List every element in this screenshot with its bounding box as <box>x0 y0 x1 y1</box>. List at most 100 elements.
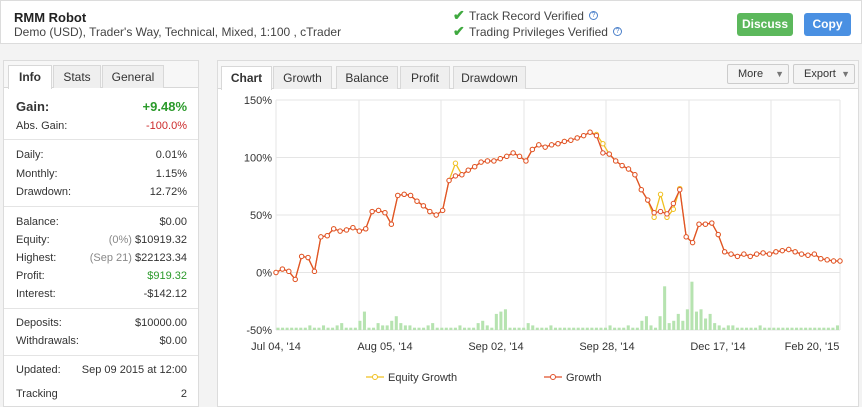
data-point[interactable] <box>568 137 574 143</box>
data-point[interactable] <box>504 153 510 160</box>
data-point[interactable] <box>747 253 753 260</box>
data-point[interactable] <box>683 234 689 240</box>
data-point[interactable] <box>657 191 664 198</box>
data-point[interactable] <box>369 208 375 215</box>
data-point[interactable] <box>452 160 459 166</box>
data-point[interactable] <box>830 258 837 264</box>
data-point[interactable] <box>452 173 459 179</box>
data-point[interactable] <box>632 172 638 178</box>
data-point[interactable] <box>356 228 363 234</box>
tab-chart[interactable]: Chart <box>221 66 272 90</box>
data-point[interactable] <box>600 141 606 147</box>
data-point[interactable] <box>798 251 805 257</box>
data-point[interactable] <box>818 256 824 262</box>
data-point[interactable] <box>766 251 773 257</box>
data-point[interactable] <box>657 208 664 215</box>
data-point[interactable] <box>497 155 504 162</box>
data-point[interactable] <box>286 268 292 275</box>
data-point[interactable] <box>670 206 677 212</box>
data-point[interactable] <box>375 207 382 214</box>
data-point[interactable] <box>330 226 337 232</box>
data-point[interactable] <box>465 167 471 173</box>
data-point[interactable] <box>555 141 561 147</box>
data-point[interactable] <box>510 150 516 156</box>
data-point[interactable] <box>638 187 645 193</box>
data-point[interactable] <box>298 253 305 260</box>
data-point[interactable] <box>689 239 696 246</box>
data-point[interactable] <box>645 197 651 203</box>
data-point[interactable] <box>363 226 369 232</box>
data-point[interactable] <box>516 153 523 160</box>
data-point[interactable] <box>536 142 542 148</box>
data-point[interactable] <box>786 246 792 253</box>
data-point[interactable] <box>773 249 779 255</box>
data-point[interactable] <box>420 203 427 209</box>
data-point[interactable] <box>491 158 497 164</box>
data-point[interactable] <box>414 198 420 204</box>
tab-general[interactable]: General <box>102 65 164 88</box>
data-point[interactable] <box>459 172 465 178</box>
data-point[interactable] <box>619 162 625 169</box>
tab-profit[interactable]: Profit <box>400 66 450 89</box>
data-point[interactable] <box>311 268 318 275</box>
data-point[interactable] <box>382 210 388 216</box>
data-point[interactable] <box>337 228 343 234</box>
legend-growth-label[interactable]: Growth <box>566 372 601 384</box>
copy-button[interactable]: Copy <box>804 13 851 36</box>
tab-balance[interactable]: Balance <box>336 66 398 89</box>
data-point[interactable] <box>471 164 478 170</box>
data-point[interactable] <box>651 210 657 216</box>
data-point[interactable] <box>324 233 330 239</box>
data-point[interactable] <box>677 187 683 193</box>
data-point[interactable] <box>753 251 760 257</box>
data-point[interactable] <box>542 144 548 150</box>
data-point[interactable] <box>529 146 536 153</box>
data-point[interactable] <box>811 251 818 257</box>
legend-equity-label[interactable]: Equity Growth <box>388 372 457 384</box>
data-point[interactable] <box>593 132 600 139</box>
data-point[interactable] <box>580 132 587 139</box>
data-point[interactable] <box>401 191 407 198</box>
data-point[interactable] <box>561 138 568 145</box>
tab-growth[interactable]: Growth <box>273 66 332 89</box>
help-icon[interactable]: ? <box>612 27 622 36</box>
data-point[interactable] <box>292 276 298 283</box>
data-point[interactable] <box>792 249 798 255</box>
data-point[interactable] <box>484 158 491 164</box>
data-point[interactable] <box>696 221 702 227</box>
data-point[interactable] <box>388 221 395 227</box>
data-point[interactable] <box>395 192 401 199</box>
data-point[interactable] <box>805 252 811 258</box>
data-point[interactable] <box>523 158 529 164</box>
data-point[interactable] <box>664 211 670 217</box>
data-point[interactable] <box>318 234 324 240</box>
tab-stats[interactable]: Stats <box>53 65 101 88</box>
data-point[interactable] <box>606 151 612 157</box>
help-icon[interactable]: ? <box>588 11 598 20</box>
export-dropdown[interactable]: Export ▼ <box>793 64 855 84</box>
data-point[interactable] <box>760 250 766 256</box>
data-point[interactable] <box>734 253 741 260</box>
data-point[interactable] <box>721 249 728 255</box>
data-point[interactable] <box>600 150 606 156</box>
data-point[interactable] <box>273 269 279 276</box>
data-point[interactable] <box>728 251 734 257</box>
data-point[interactable] <box>407 192 414 199</box>
discuss-button[interactable]: Discuss <box>737 13 793 36</box>
data-point[interactable] <box>702 221 709 227</box>
data-point[interactable] <box>670 200 677 207</box>
data-point[interactable] <box>741 251 747 257</box>
data-point[interactable] <box>343 227 350 233</box>
data-point[interactable] <box>279 266 286 272</box>
data-point[interactable] <box>350 224 356 231</box>
data-point[interactable] <box>446 177 452 184</box>
tab-drawdown[interactable]: Drawdown <box>453 66 526 89</box>
data-point[interactable] <box>433 212 439 218</box>
data-point[interactable] <box>625 166 632 172</box>
data-point[interactable] <box>478 159 484 165</box>
data-point[interactable] <box>715 231 721 238</box>
data-point[interactable] <box>779 247 786 254</box>
data-point[interactable] <box>709 220 715 226</box>
more-dropdown[interactable]: More ▼ <box>727 64 789 84</box>
data-point[interactable] <box>439 207 446 214</box>
